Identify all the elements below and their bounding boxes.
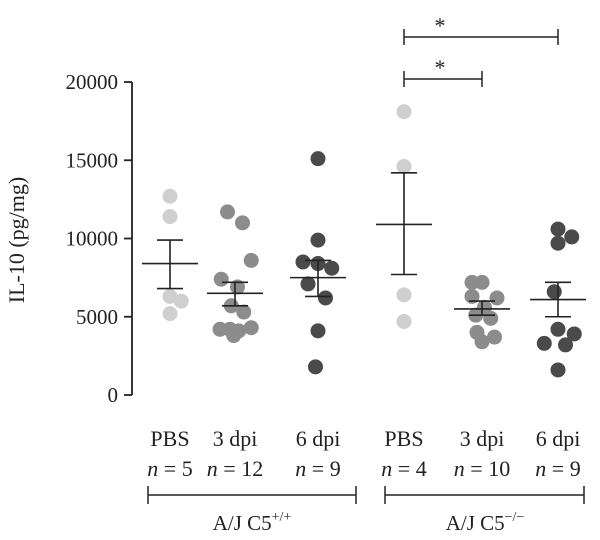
data-point [546,284,562,300]
x-n-label: n = 4 [381,456,426,481]
group-label-ko: A/J C5−/− [446,510,525,535]
y-tick-label: 0 [108,383,119,407]
data-point [550,235,566,251]
data-point [318,290,333,306]
x-n-label: n = 12 [207,456,263,481]
data-point [162,306,178,322]
significance-star: * [435,13,446,38]
group-label-wt: A/J C5+/+ [213,510,292,535]
x-category-labels: PBS n = 5 3 dpi n = 12 6 dpi n = 9 PBS n = 4 3 d… [147,426,580,481]
data-point [162,188,178,204]
data-point [243,252,259,268]
data-point [396,104,412,120]
data-point [236,304,252,320]
data-point [564,229,580,245]
data-point [464,288,480,304]
data-point [295,254,311,270]
data-point [213,271,229,287]
x-category-label: 3 dpi [460,426,505,451]
data-points [162,104,582,378]
data-point [324,260,340,276]
data-point [162,288,178,304]
data-point [550,221,566,237]
data-point [483,310,499,326]
genotype-group-ko: A/J C5−/− [384,486,585,535]
data-point [566,326,582,342]
genotype-group-wt: A/J C5+/+ [147,486,357,535]
x-n-label: n = 10 [454,456,510,481]
y-tick-label: 5000 [76,305,118,329]
data-point [235,215,250,231]
data-point [300,276,316,292]
mean-sem-bars [142,171,586,318]
data-point [226,328,242,344]
data-point [230,279,245,295]
data-point [308,359,323,375]
data-point [536,335,552,351]
y-tick-label: 20000 [66,70,119,94]
data-point [243,320,259,336]
data-point [310,151,326,167]
x-category-label: PBS [384,426,423,451]
data-point [558,337,573,353]
x-category-label: 6 dpi [296,426,341,451]
x-category-label: 3 dpi [213,426,258,451]
significance-brackets: ** [403,13,559,87]
x-n-label: n = 5 [147,456,192,481]
x-n-label: n = 9 [535,456,580,481]
y-tick-label: 15000 [66,148,119,172]
y-axis-ticks: 0 5000 10000 15000 20000 [66,70,132,407]
data-point [162,209,178,225]
data-point [474,334,490,350]
data-point [310,232,326,248]
significance-star: * [435,55,446,80]
data-point [173,293,189,309]
x-category-label: 6 dpi [536,426,581,451]
data-point [474,274,490,290]
data-point [220,204,235,220]
data-point [396,287,412,303]
data-point [396,159,412,175]
data-point [550,362,566,378]
data-point [487,329,502,345]
x-category-label: PBS [150,426,189,451]
y-axis-label: IL-10 (pg/mg) [4,177,29,303]
data-point [396,313,412,329]
data-point [489,290,505,306]
data-point [550,321,566,337]
data-point [310,323,326,339]
x-n-label: n = 9 [295,456,340,481]
y-tick-label: 10000 [66,227,119,251]
